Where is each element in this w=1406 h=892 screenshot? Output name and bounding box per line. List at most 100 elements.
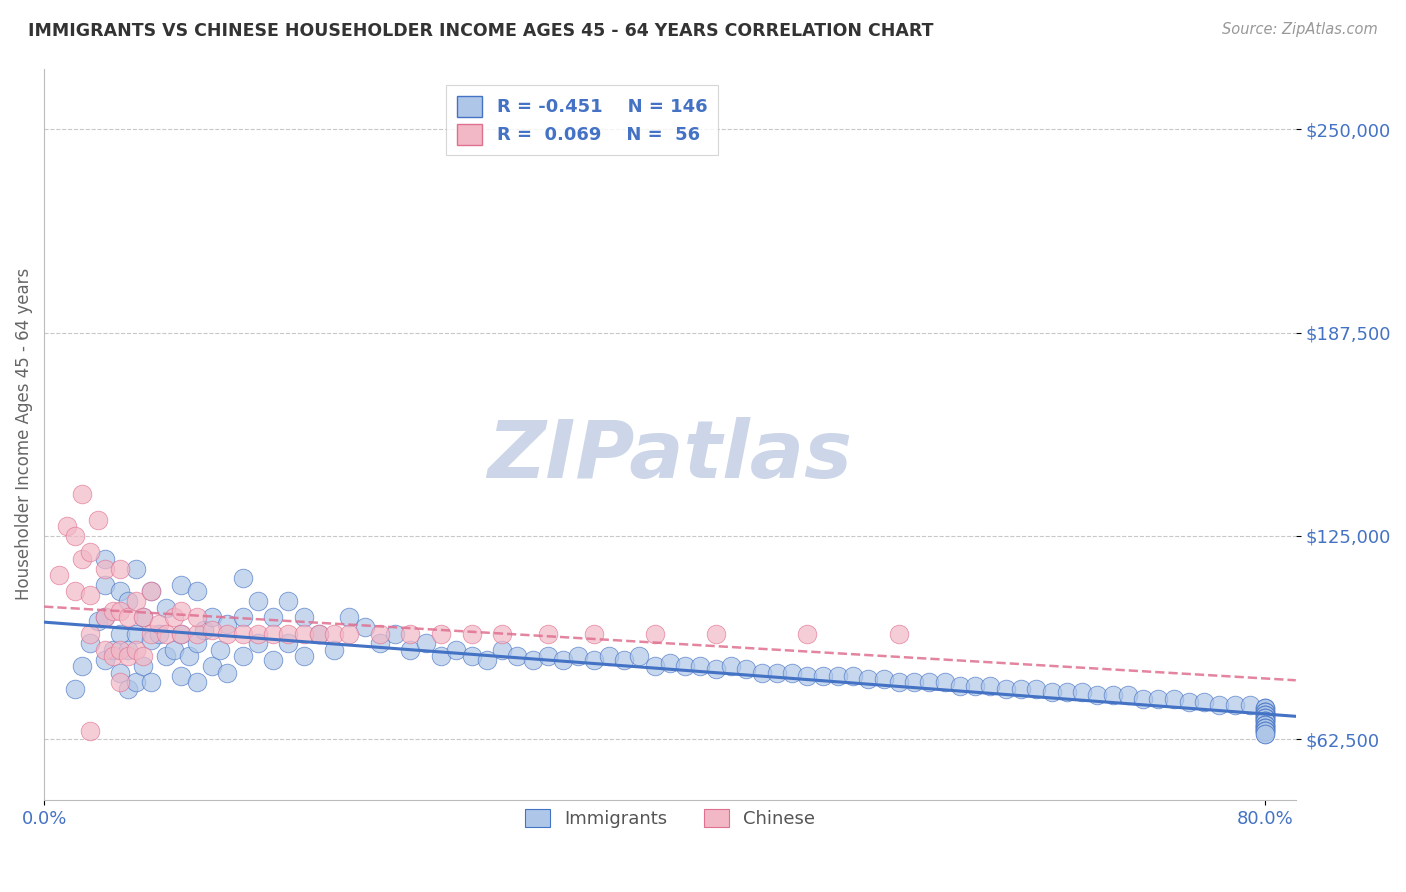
Point [277, 636, 299, 650]
Point [903, 675, 925, 690]
Point [94, 610, 117, 624]
Point [1116, 689, 1139, 703]
Point [582, 626, 605, 640]
Point [94, 551, 117, 566]
Point [918, 675, 941, 690]
Point [217, 626, 239, 640]
Point [1254, 714, 1277, 729]
Point [1254, 721, 1277, 735]
Point [1254, 705, 1277, 719]
Point [117, 610, 139, 624]
Point [79, 636, 101, 650]
Point [1254, 727, 1277, 741]
Point [1254, 711, 1277, 725]
Point [796, 669, 818, 683]
Point [1254, 724, 1277, 739]
Point [217, 616, 239, 631]
Point [186, 610, 208, 624]
Point [339, 610, 361, 624]
Point [1254, 711, 1277, 725]
Point [1085, 689, 1108, 703]
Point [368, 626, 391, 640]
Point [887, 626, 910, 640]
Point [613, 652, 636, 666]
Point [1208, 698, 1230, 712]
Point [644, 626, 666, 640]
Point [491, 642, 513, 657]
Point [117, 681, 139, 696]
Point [79, 626, 101, 640]
Point [720, 659, 742, 673]
Point [1254, 721, 1277, 735]
Point [460, 649, 482, 664]
Point [1040, 685, 1063, 699]
Point [72, 551, 94, 566]
Point [110, 642, 132, 657]
Point [308, 626, 330, 640]
Point [475, 652, 498, 666]
Point [186, 636, 208, 650]
Point [101, 642, 124, 657]
Point [430, 649, 453, 664]
Y-axis label: Householder Income Ages 45 - 64 years: Householder Income Ages 45 - 64 years [15, 268, 32, 600]
Point [132, 659, 155, 673]
Point [170, 626, 193, 640]
Point [308, 626, 330, 640]
Legend: Immigrants, Chinese: Immigrants, Chinese [517, 801, 823, 835]
Point [1254, 707, 1277, 722]
Point [232, 571, 254, 585]
Point [86, 614, 108, 628]
Point [415, 636, 437, 650]
Point [827, 669, 849, 683]
Point [170, 669, 193, 683]
Point [551, 652, 574, 666]
Point [110, 675, 132, 690]
Point [430, 626, 453, 640]
Point [201, 659, 224, 673]
Point [1254, 707, 1277, 722]
Point [56, 519, 79, 533]
Point [582, 652, 605, 666]
Point [751, 665, 773, 680]
Point [1071, 685, 1094, 699]
Point [339, 626, 361, 640]
Point [125, 675, 148, 690]
Point [1254, 714, 1277, 729]
Point [110, 561, 132, 575]
Point [1147, 691, 1170, 706]
Point [384, 626, 406, 640]
Point [117, 649, 139, 664]
Point [139, 675, 162, 690]
Point [94, 642, 117, 657]
Point [491, 626, 513, 640]
Point [262, 610, 284, 624]
Point [277, 594, 299, 608]
Point [86, 513, 108, 527]
Point [872, 672, 894, 686]
Point [139, 633, 162, 648]
Point [1056, 685, 1078, 699]
Point [780, 665, 803, 680]
Point [1254, 714, 1277, 729]
Point [1254, 717, 1277, 731]
Point [704, 662, 727, 676]
Point [110, 604, 132, 618]
Point [1132, 691, 1154, 706]
Point [125, 561, 148, 575]
Point [79, 545, 101, 559]
Point [232, 649, 254, 664]
Point [1254, 705, 1277, 719]
Point [1254, 707, 1277, 722]
Point [262, 626, 284, 640]
Point [1254, 705, 1277, 719]
Point [201, 610, 224, 624]
Point [246, 594, 269, 608]
Point [139, 584, 162, 599]
Text: Source: ZipAtlas.com: Source: ZipAtlas.com [1222, 22, 1378, 37]
Point [170, 578, 193, 592]
Point [94, 578, 117, 592]
Point [1254, 724, 1277, 739]
Point [63, 584, 86, 599]
Point [522, 652, 544, 666]
Point [735, 662, 758, 676]
